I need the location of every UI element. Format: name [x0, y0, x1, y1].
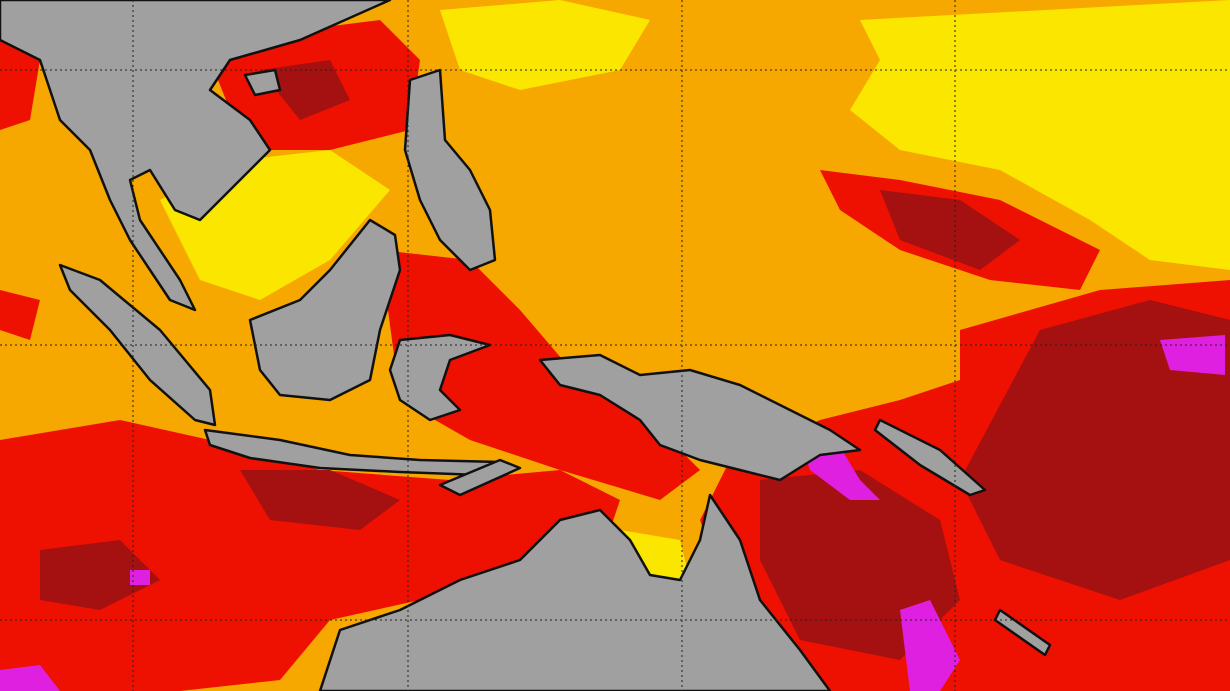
australia — [318, 493, 832, 691]
landmasses — [0, 0, 1052, 691]
new-caledonia — [993, 608, 1052, 657]
philippines — [403, 68, 497, 272]
new-guinea — [538, 353, 862, 482]
sulawesi — [388, 333, 492, 422]
solomon-islands — [873, 418, 987, 497]
asia-mainland — [0, 0, 392, 312]
borneo — [248, 218, 402, 402]
hainan — [243, 68, 282, 97]
sumatra — [58, 263, 217, 427]
timor — [438, 458, 522, 497]
